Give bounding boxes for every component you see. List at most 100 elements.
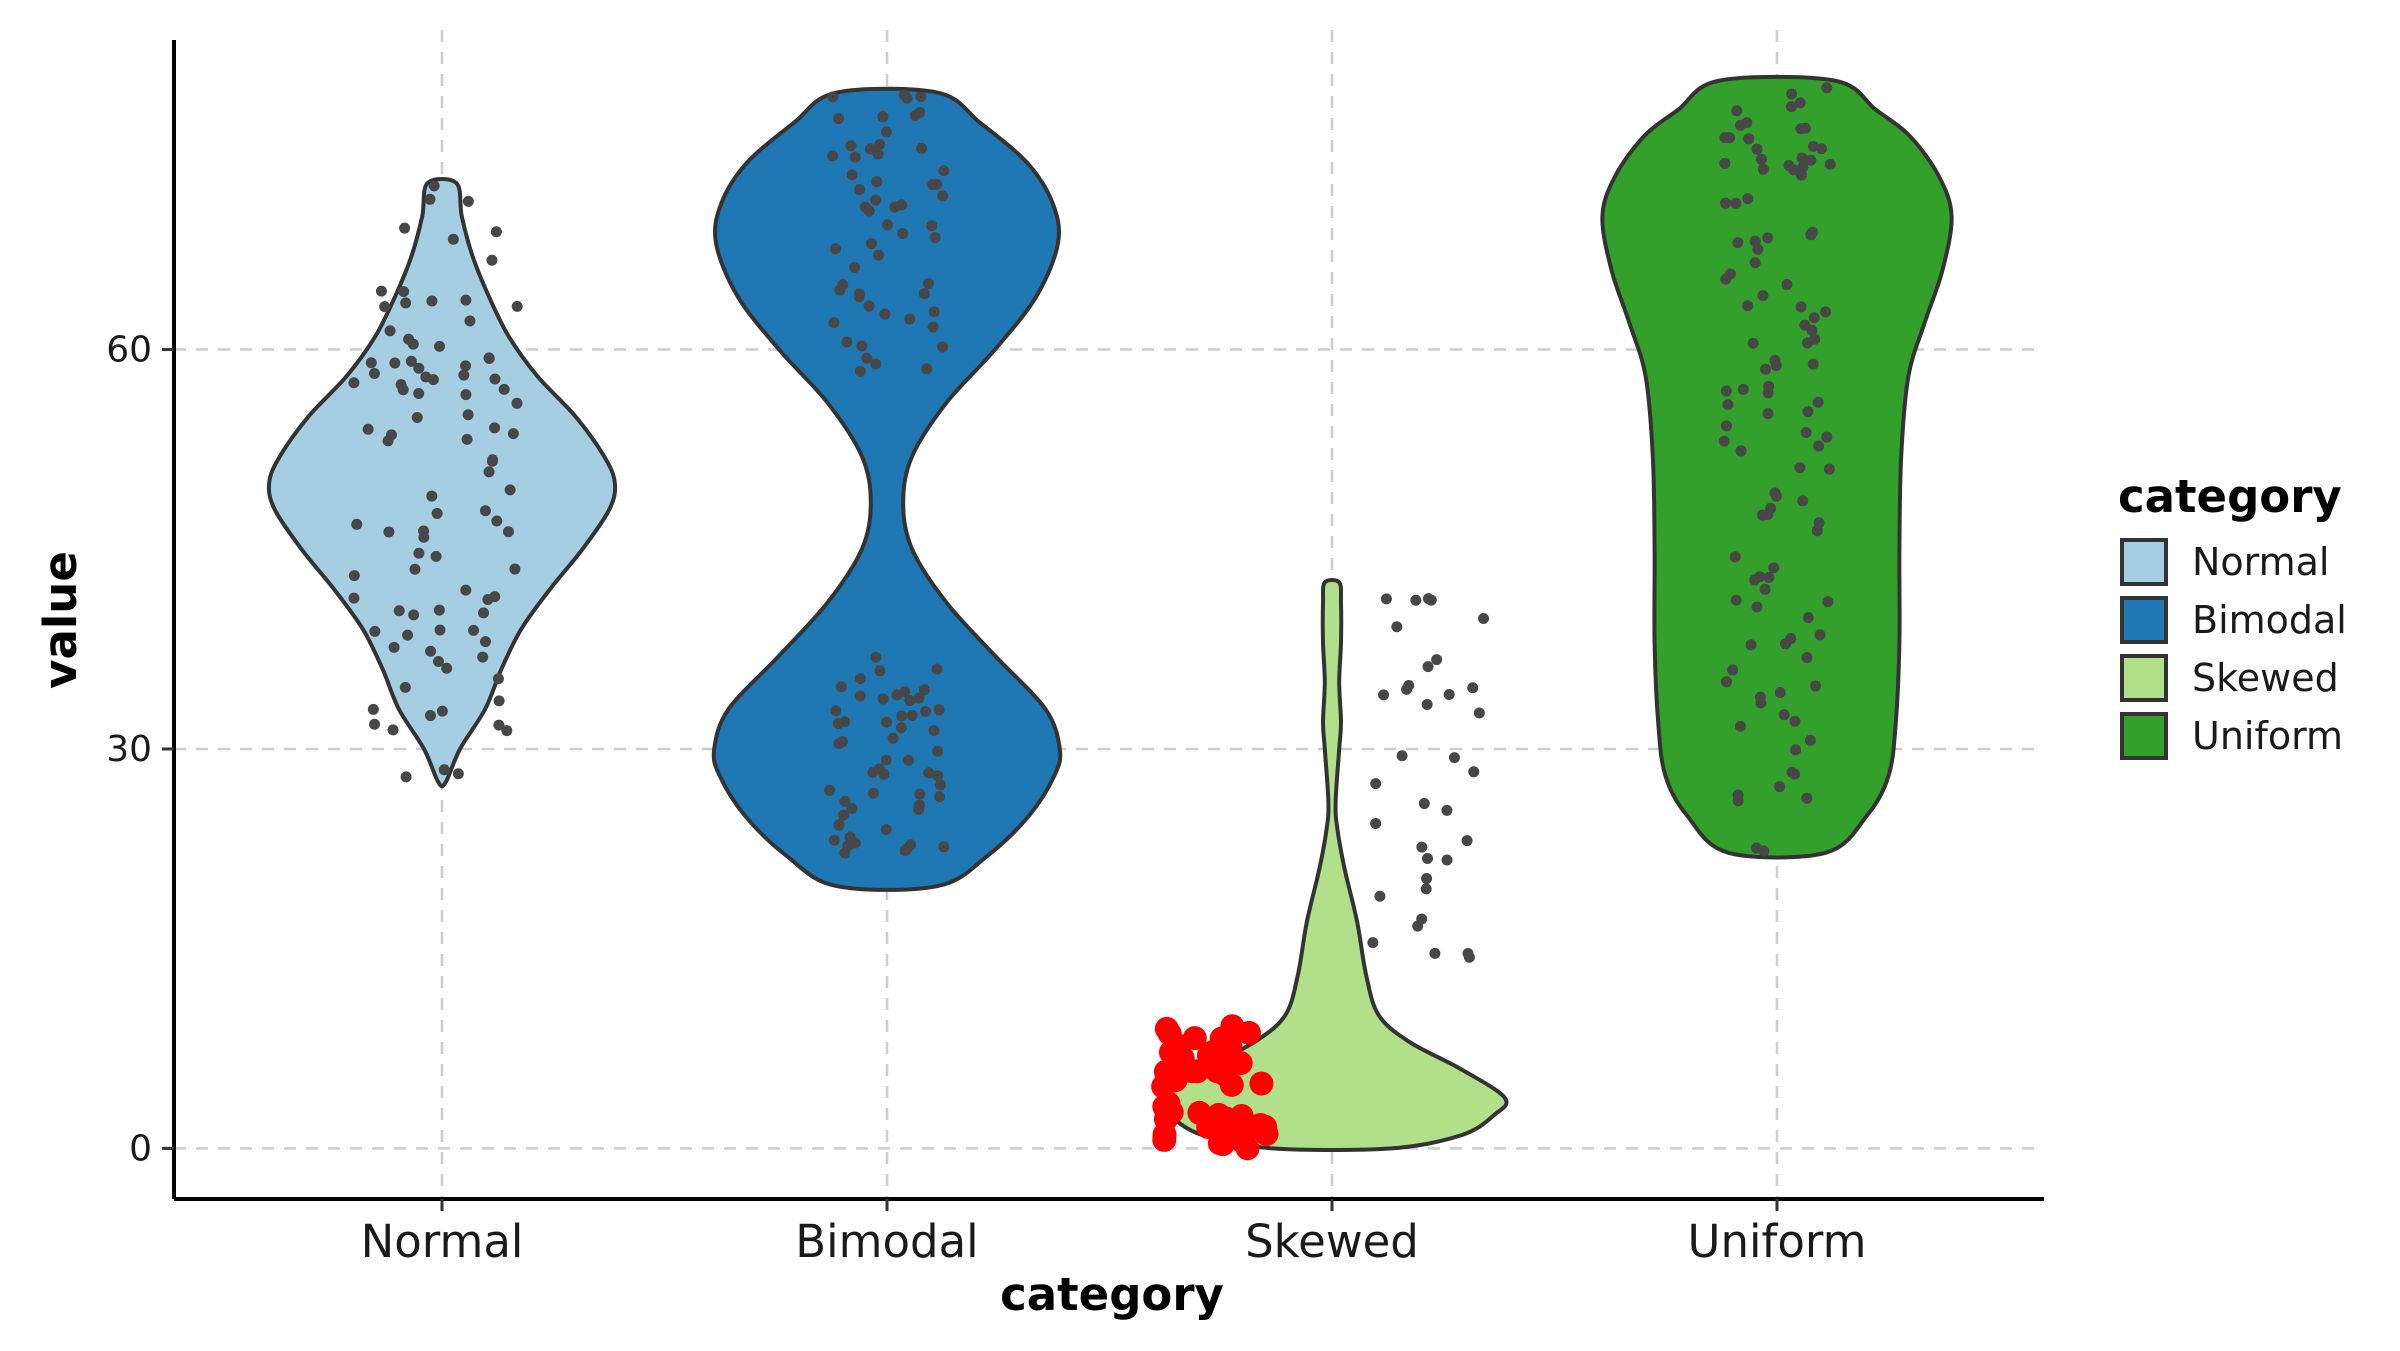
highlight-point	[1182, 1026, 1207, 1051]
data-point	[424, 193, 436, 205]
data-point	[452, 768, 464, 780]
x-tick-label: Bimodal	[795, 1215, 978, 1268]
data-point	[413, 362, 425, 374]
highlight-point	[1249, 1071, 1274, 1096]
data-point	[490, 226, 502, 238]
data-point	[438, 764, 450, 776]
data-point	[1478, 613, 1490, 625]
x-tick-label: Normal	[361, 1215, 524, 1268]
data-point	[938, 165, 950, 177]
data-point	[479, 505, 491, 517]
data-point	[1822, 596, 1834, 608]
data-point	[428, 180, 440, 192]
data-point	[1797, 495, 1809, 507]
data-point	[849, 837, 861, 849]
violin-bimodal	[711, 86, 1063, 892]
data-point	[1421, 873, 1433, 885]
highlight-point	[1205, 1108, 1230, 1133]
data-point	[1763, 380, 1775, 392]
data-point	[477, 651, 489, 663]
data-point	[1724, 268, 1736, 280]
highlight-point	[1152, 1127, 1177, 1152]
data-point	[839, 795, 851, 807]
data-point	[1790, 744, 1802, 756]
data-point	[407, 338, 419, 350]
data-point	[836, 736, 848, 748]
data-point	[1461, 835, 1473, 847]
data-point	[460, 584, 472, 596]
data-point	[1808, 312, 1820, 324]
violin-layer	[266, 74, 1954, 1153]
data-point	[833, 113, 845, 125]
data-point	[845, 140, 857, 152]
data-point	[828, 317, 840, 329]
data-point	[1786, 88, 1798, 100]
data-point	[1769, 354, 1781, 366]
data-point	[434, 624, 446, 636]
y-axis-title: value	[34, 551, 87, 689]
data-point	[827, 150, 839, 162]
data-point	[426, 295, 438, 307]
data-point	[1751, 842, 1763, 854]
highlight-point	[1157, 1021, 1182, 1046]
data-point	[1731, 105, 1743, 117]
data-point	[839, 847, 851, 859]
data-point	[1441, 804, 1453, 816]
data-point	[834, 284, 846, 296]
data-point	[420, 371, 432, 383]
data-point	[1768, 562, 1780, 574]
data-point	[1810, 680, 1822, 692]
data-point	[870, 194, 882, 206]
legend-label-uniform: Uniform	[2192, 714, 2343, 758]
legend-swatch-normal	[2120, 538, 2168, 586]
data-point	[934, 791, 946, 803]
data-point	[872, 148, 884, 160]
data-point	[1416, 841, 1428, 853]
data-point	[511, 397, 523, 409]
data-point	[483, 466, 495, 478]
violin-normal	[266, 176, 618, 789]
x-tick-label: Uniform	[1688, 1215, 1867, 1268]
data-point	[1807, 358, 1819, 370]
data-point	[904, 695, 916, 707]
data-point	[928, 306, 940, 318]
data-point	[1420, 883, 1432, 895]
data-point	[1780, 638, 1792, 650]
data-point	[1718, 435, 1730, 447]
data-point	[399, 222, 411, 234]
highlight-point	[1228, 1051, 1253, 1076]
data-point	[833, 819, 845, 831]
data-point	[486, 254, 498, 266]
data-point	[1774, 687, 1786, 699]
data-point	[379, 301, 391, 313]
data-point	[1735, 445, 1747, 457]
data-point	[436, 705, 448, 717]
data-point	[1719, 158, 1731, 170]
data-point	[1757, 509, 1768, 521]
data-point	[433, 604, 445, 616]
data-point	[1755, 153, 1767, 165]
data-point	[899, 686, 911, 698]
data-point	[493, 695, 505, 707]
data-point	[1749, 235, 1761, 247]
data-point	[1367, 937, 1379, 949]
data-point	[1795, 169, 1807, 181]
axes: 0 30 60 Normal Bimodal Skewed Uniform	[106, 40, 2044, 1268]
data-point	[478, 607, 490, 619]
data-point	[1751, 601, 1763, 613]
data-point	[362, 423, 374, 435]
data-point	[846, 169, 858, 181]
data-point	[1820, 306, 1832, 318]
y-tick-label: 0	[129, 1128, 152, 1169]
data-point	[927, 321, 939, 333]
data-point	[348, 570, 360, 582]
data-point	[398, 286, 410, 298]
data-point	[931, 663, 943, 675]
data-point	[1824, 158, 1836, 170]
data-point	[837, 809, 849, 821]
data-point	[447, 233, 459, 245]
data-point	[871, 176, 883, 188]
data-point	[1785, 101, 1797, 113]
data-point	[1813, 517, 1825, 529]
data-point	[348, 592, 360, 604]
